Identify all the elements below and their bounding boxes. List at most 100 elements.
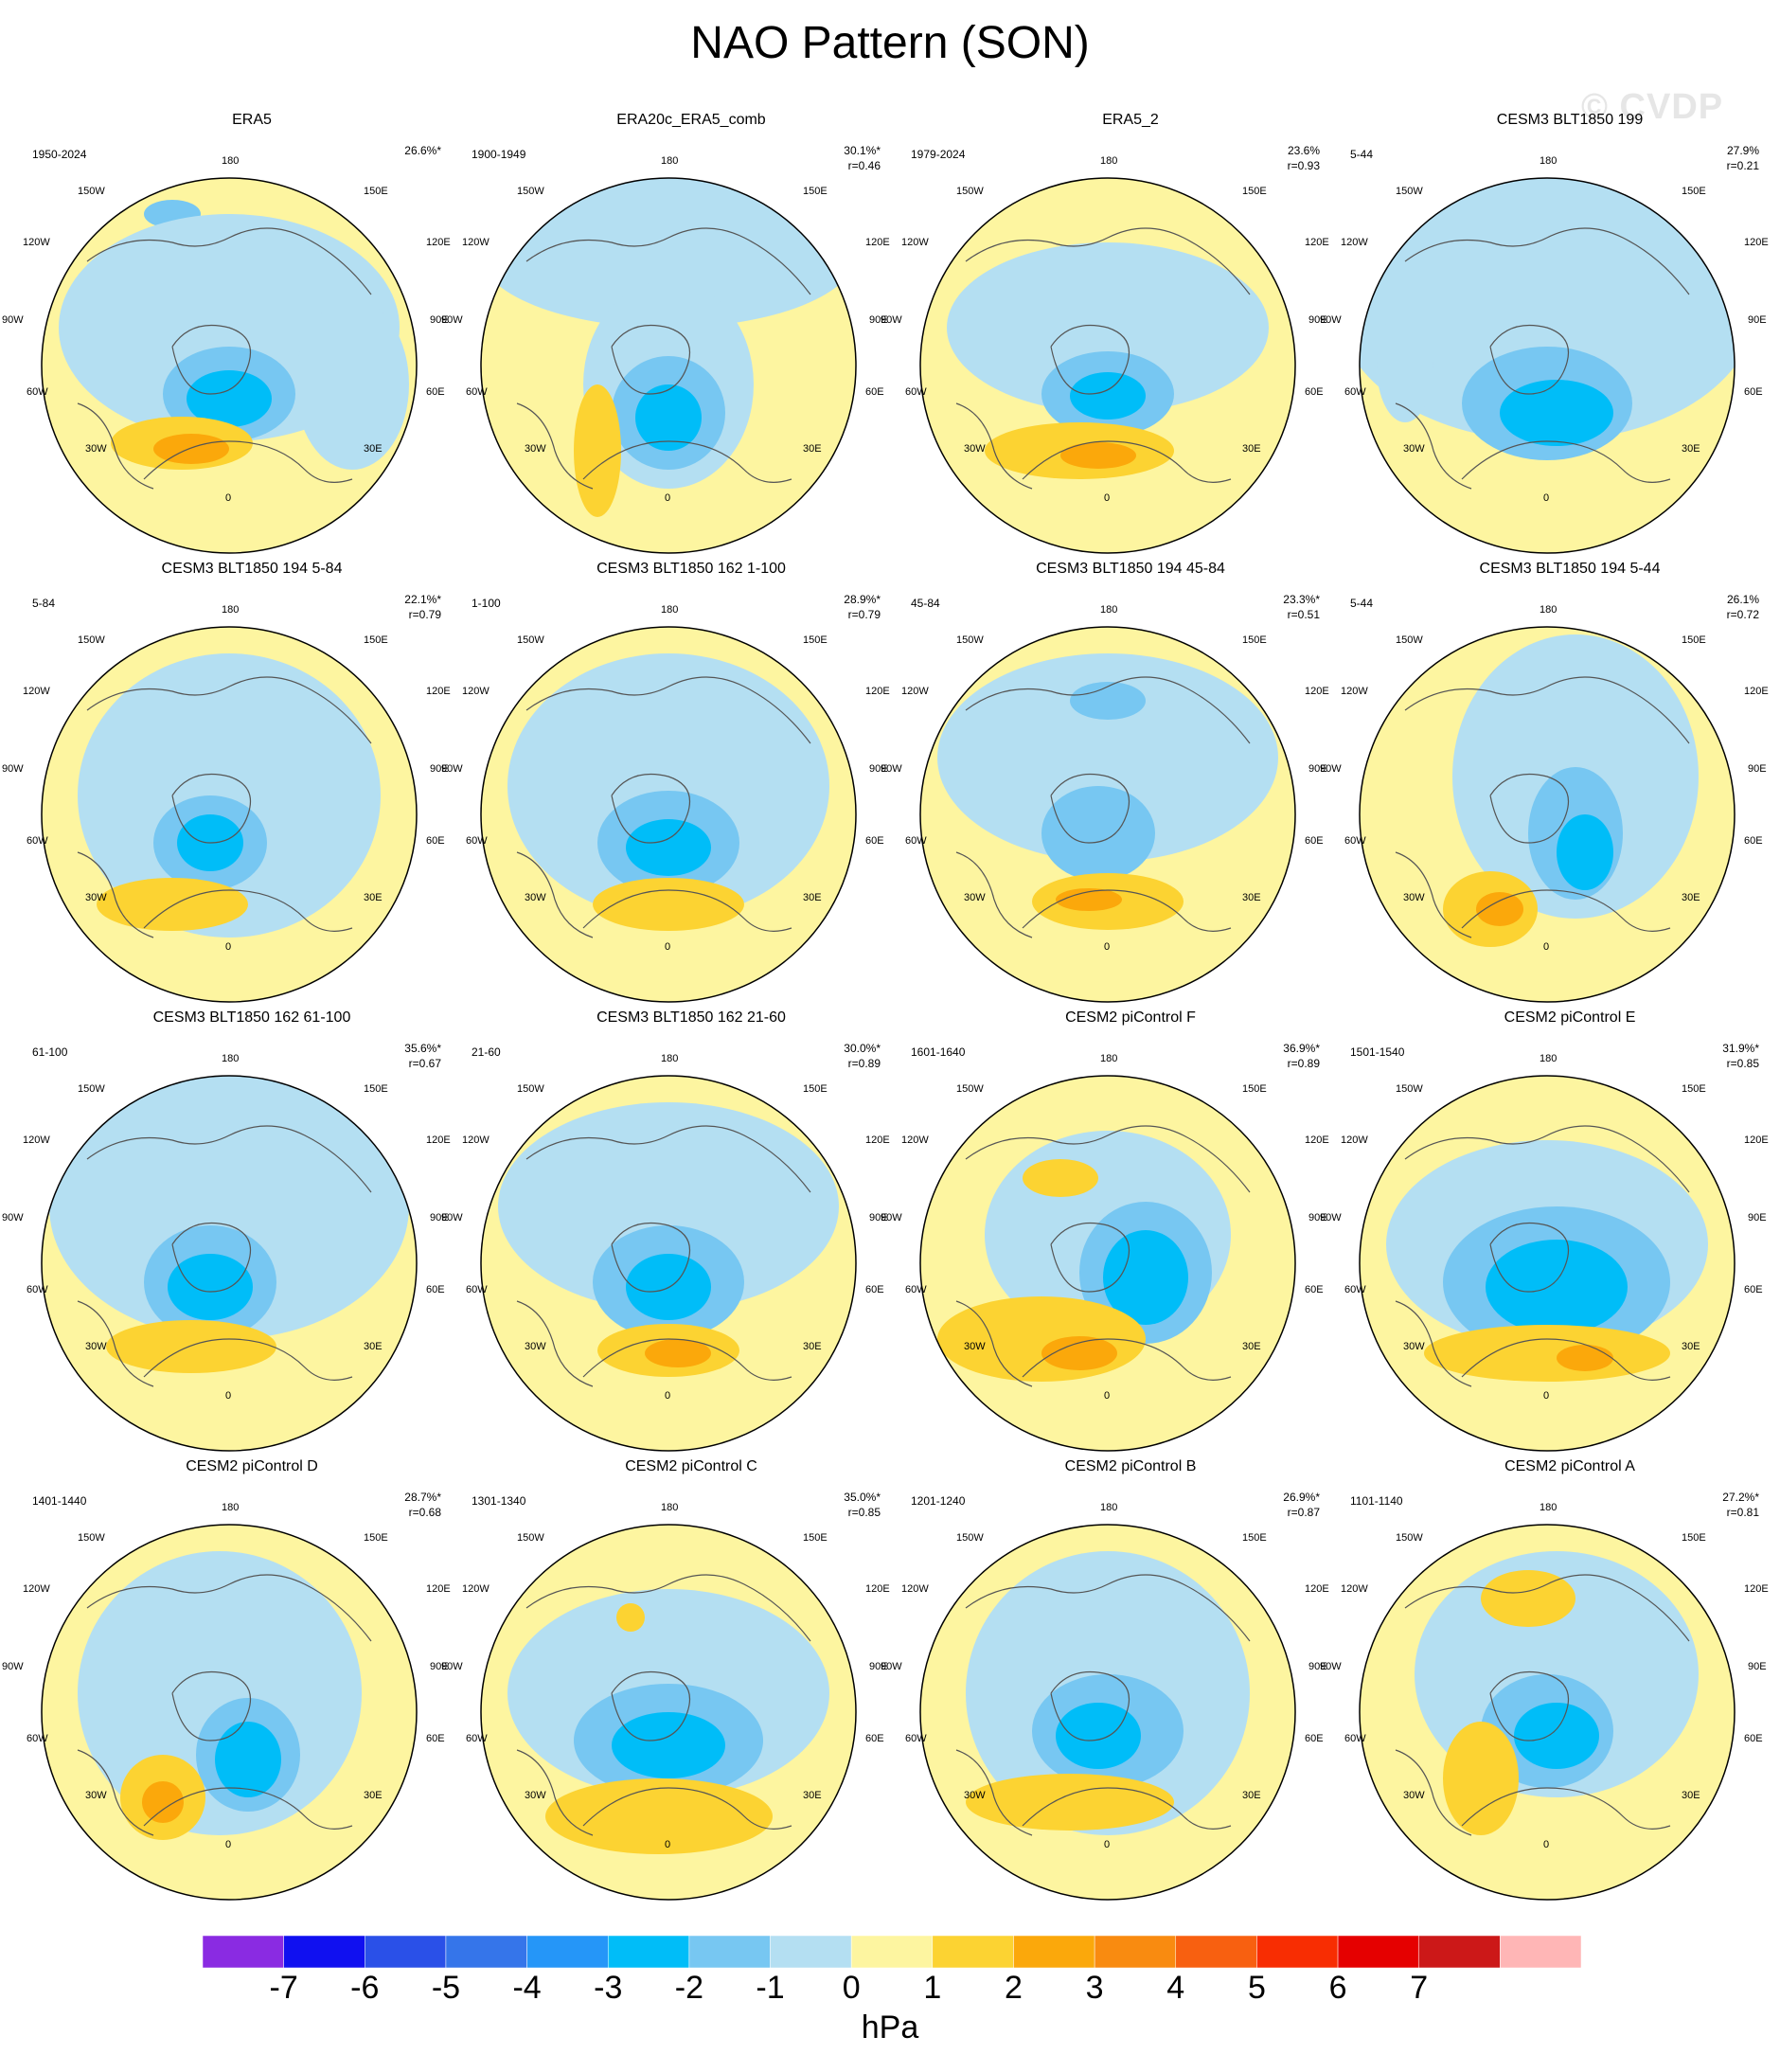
longitude-label: 150E [803, 634, 828, 646]
anomaly-contour [1070, 682, 1146, 720]
panel-variance-explained: 35.6%* [404, 1042, 441, 1055]
longitude-label: 120W [901, 1134, 929, 1146]
longitude-label: 60W [905, 386, 927, 398]
coastline [955, 676, 1251, 938]
panel-title: CESM2 piControl A [1504, 1458, 1635, 1474]
panel-variance-explained: 26.9%* [1283, 1491, 1320, 1504]
longitude-label: 180 [1540, 155, 1558, 167]
map-border [919, 1524, 1296, 1901]
longitude-label: 180 [222, 1502, 240, 1513]
longitude-label: 60W [27, 835, 48, 847]
panel-period: 1950-2024 [32, 148, 87, 161]
coastline [516, 1574, 811, 1836]
longitude-label: 150E [1682, 1083, 1706, 1095]
longitude-label: 90E [430, 1212, 449, 1224]
longitude-label: 60E [426, 1733, 445, 1744]
longitude-label: 180 [1100, 1053, 1118, 1064]
longitude-label: 30W [1403, 443, 1425, 455]
map-panel: CESM2 piControl A 1101-1140 27.2%* r=0.81 18… [1320, 1458, 1780, 1905]
coastline [1395, 1574, 1690, 1836]
longitude-label: 150E [803, 1532, 828, 1544]
panel-correlation: r=0.89 [847, 1057, 881, 1070]
longitude-label: 0 [665, 1390, 671, 1402]
longitude-label: 30W [85, 1341, 107, 1352]
longitude-label: 150E [1242, 186, 1267, 197]
map-panel: ERA5 1950-2024 26.6%* 180 150E 120E 90E 60E 30E 0… [2, 112, 472, 559]
anomaly-contour [1486, 1240, 1628, 1334]
longitude-label: 30W [1403, 1341, 1425, 1352]
longitude-label: 60W [905, 1284, 927, 1295]
colorbar-tick-label: -3 [594, 1970, 623, 2006]
panel-period: 1401-1440 [32, 1494, 87, 1508]
anomaly-contour [481, 178, 856, 328]
longitude-label: 180 [661, 155, 679, 167]
longitude-label: 150E [1242, 1532, 1267, 1544]
anomaly-contour [616, 1603, 645, 1632]
panel-correlation: r=0.87 [1287, 1506, 1320, 1519]
longitude-label: 0 [1543, 941, 1550, 953]
map-border [1359, 1075, 1736, 1452]
longitude-label: 0 [1543, 492, 1550, 504]
panel-title: CESM3 BLT1850 199 [1496, 112, 1644, 128]
longitude-label: 150W [956, 186, 984, 197]
colorbar-swatch [607, 1936, 690, 1968]
panel-period: 5-84 [32, 597, 56, 610]
longitude-label: 60E [1744, 386, 1763, 398]
longitude-label: 120E [1305, 1583, 1329, 1595]
longitude-label: 150E [1682, 1532, 1706, 1544]
anomaly-contour [106, 1320, 276, 1373]
map-border [41, 1075, 418, 1452]
longitude-label: 120W [901, 1583, 929, 1595]
anomaly-contour [1443, 1722, 1519, 1835]
colorbar-tick-label: 2 [1005, 1970, 1023, 2006]
longitude-label: 60W [905, 835, 927, 847]
longitude-label: 90E [430, 1661, 449, 1672]
longitude-label: 90E [1308, 1212, 1327, 1224]
longitude-label: 150E [364, 1532, 388, 1544]
panel-variance-explained: 30.1%* [844, 144, 881, 157]
anomaly-contour [295, 299, 409, 470]
longitude-label: 180 [661, 1053, 679, 1064]
panel-variance-explained: 35.0%* [844, 1491, 881, 1504]
longitude-label: 30W [964, 892, 986, 903]
longitude-label: 120E [865, 237, 890, 248]
polar-map [41, 626, 418, 1003]
coastline [516, 1125, 811, 1387]
longitude-label: 150W [1396, 634, 1423, 646]
longitude-label: 90W [2, 314, 24, 326]
longitude-label: 90W [441, 314, 463, 326]
longitude-label: 60E [1305, 1284, 1324, 1295]
longitude-label: 150E [364, 186, 388, 197]
anomaly-contour [97, 878, 248, 931]
colorbar-tick-label: 5 [1247, 1970, 1266, 2006]
anomaly-contour [645, 1339, 711, 1367]
longitude-label: 90W [881, 314, 902, 326]
longitude-label: 30W [85, 1790, 107, 1801]
colorbar-swatch [1418, 1936, 1501, 1968]
longitude-label: 150E [1682, 634, 1706, 646]
longitude-label: 120E [426, 686, 451, 697]
colorbar-tick-label: 0 [842, 1970, 861, 2006]
map-panel: ERA20c_ERA5_comb 1900-1949 30.1%* r=0.46 180… [441, 112, 911, 559]
map-panel: CESM3 BLT1850 194 45-84 45-84 23.3%* r=0.51… [881, 561, 1350, 1008]
longitude-label: 60W [27, 1284, 48, 1295]
longitude-label: 120W [23, 686, 50, 697]
colorbar-units: hPa [861, 2009, 919, 2045]
coastline [516, 676, 811, 938]
anomaly-contour [612, 1712, 725, 1778]
panel-period: 1101-1140 [1350, 1494, 1403, 1508]
longitude-label: 60E [1744, 1733, 1763, 1744]
anomaly-contour [1056, 1703, 1141, 1769]
longitude-label: 180 [1100, 155, 1118, 167]
longitude-label: 120W [23, 1583, 50, 1595]
longitude-label: 90E [1748, 1661, 1767, 1672]
anomaly-contour [49, 1076, 409, 1339]
colorbar-swatch [365, 1936, 447, 1968]
panel-correlation: r=0.79 [408, 608, 441, 621]
panel-correlation: r=0.81 [1726, 1506, 1759, 1519]
longitude-label: 180 [222, 1053, 240, 1064]
anomaly-contour [1060, 442, 1136, 469]
map-panel: CESM3 BLT1850 162 21-60 21-60 30.0%* r=0.89… [441, 1009, 911, 1456]
map-border [480, 177, 857, 554]
longitude-label: 30W [85, 892, 107, 903]
